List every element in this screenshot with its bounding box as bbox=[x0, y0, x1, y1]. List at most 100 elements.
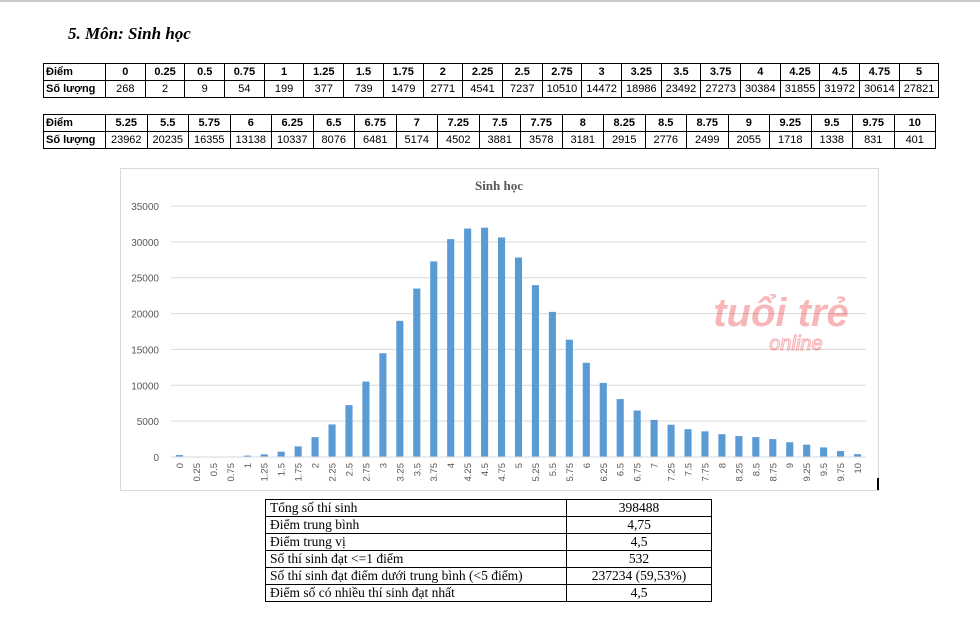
summary-row: Điểm trung bình 4,75 bbox=[265, 516, 712, 534]
bar bbox=[328, 424, 336, 457]
summary-table: Tổng số thí sinh 398488 Điểm trung bình 4,7… bbox=[265, 499, 712, 602]
summary-value: 398488 bbox=[566, 499, 712, 517]
y-tick-label: 10000 bbox=[131, 381, 159, 392]
score-row: Điểm 5.25 5.5 5.75 6 6.25 6.5 6.75 7 7.25 7.5 7.75… bbox=[43, 114, 936, 132]
score-cell: 4.25 bbox=[779, 63, 821, 81]
count-cell: 23492 bbox=[660, 80, 702, 98]
count-cell: 3881 bbox=[478, 131, 521, 149]
x-tick-label: 5.25 bbox=[531, 463, 542, 482]
count-cell: 18986 bbox=[620, 80, 662, 98]
bar bbox=[616, 399, 624, 457]
count-cell: 2915 bbox=[603, 131, 646, 149]
bar bbox=[413, 288, 421, 457]
count-cell: 3578 bbox=[520, 131, 563, 149]
y-tick-label: 0 bbox=[153, 453, 159, 464]
score-cell: 1.75 bbox=[382, 63, 424, 81]
bar bbox=[718, 434, 726, 457]
count-cell: 268 bbox=[105, 80, 146, 98]
score-cell: 0.5 bbox=[184, 63, 226, 81]
y-tick-label: 5000 bbox=[137, 417, 160, 428]
x-tick-label: 2 bbox=[311, 463, 322, 468]
bar bbox=[243, 455, 251, 457]
watermark-online: online bbox=[769, 333, 822, 355]
summary-value: 4,5 bbox=[566, 533, 712, 551]
bar bbox=[396, 320, 404, 457]
summary-value: 4,5 bbox=[566, 584, 712, 602]
summary-label: Số thí sinh đạt <=1 điểm bbox=[265, 550, 567, 568]
score-cell: 1.5 bbox=[343, 63, 384, 81]
bar bbox=[497, 237, 506, 457]
score-cell: 10 bbox=[893, 114, 936, 132]
x-tick-label: 7.5 bbox=[684, 463, 695, 476]
count-cell: 10337 bbox=[271, 131, 314, 149]
score-cell: 2.75 bbox=[541, 63, 583, 81]
bar bbox=[548, 311, 556, 457]
x-tick-label: 0.25 bbox=[192, 463, 203, 482]
x-tick-label: 6.25 bbox=[599, 463, 610, 482]
score-cell: 9 bbox=[727, 114, 770, 132]
summary-label: Điểm số có nhiều thí sinh đạt nhất bbox=[265, 584, 567, 602]
y-tick-label: 35000 bbox=[131, 202, 159, 213]
x-tick-label: 6.75 bbox=[633, 463, 644, 482]
count-cell: 199 bbox=[263, 80, 305, 98]
bar bbox=[430, 261, 438, 457]
score-cell: 8.75 bbox=[686, 114, 729, 132]
x-tick-label: 1.75 bbox=[294, 463, 305, 482]
x-tick-label: 3.75 bbox=[429, 463, 440, 482]
bar bbox=[599, 382, 607, 457]
count-cell: 2771 bbox=[422, 80, 464, 98]
bar bbox=[481, 227, 489, 457]
score-cell: 3 bbox=[581, 63, 622, 81]
bar bbox=[701, 431, 709, 457]
bar bbox=[633, 410, 641, 457]
bar bbox=[565, 339, 573, 457]
score-cell: 3.75 bbox=[700, 63, 741, 81]
row-label-score: Điểm bbox=[43, 63, 106, 81]
count-cell: 30614 bbox=[859, 80, 900, 98]
score-cell: 2.25 bbox=[462, 63, 503, 81]
x-tick-label: 10 bbox=[853, 463, 864, 474]
chart-title: Sinh học bbox=[475, 178, 523, 193]
score-cell: 5.5 bbox=[146, 114, 189, 132]
score-cell: 7 bbox=[395, 114, 438, 132]
x-tick-label: 0.5 bbox=[209, 463, 220, 476]
x-tick-label: 1 bbox=[243, 463, 254, 468]
count-cell: 2 bbox=[144, 80, 186, 98]
x-tick-label: 9.75 bbox=[836, 463, 847, 482]
score-cell: 6.75 bbox=[354, 114, 397, 132]
summary-row: Số thí sinh đạt <=1 điểm 532 bbox=[265, 550, 712, 568]
section-heading: 5. Môn: Sinh học bbox=[68, 24, 191, 43]
bar bbox=[464, 228, 472, 457]
count-cell: 23962 bbox=[105, 131, 148, 149]
summary-label: Điểm trung vị bbox=[265, 533, 567, 551]
x-tick-label: 4.5 bbox=[480, 463, 491, 476]
y-axis-ticks: 0 5000 10000 15000 20000 25000 30000 35000 bbox=[131, 202, 159, 464]
count-cell: 377 bbox=[303, 80, 345, 98]
count-cell: 7237 bbox=[501, 80, 543, 98]
x-tick-label: 2.75 bbox=[361, 463, 372, 482]
summary-label: Tổng số thí sinh bbox=[265, 499, 567, 517]
score-cell: 7.25 bbox=[437, 114, 480, 132]
y-tick-label: 15000 bbox=[131, 345, 159, 356]
score-cell: 9.25 bbox=[769, 114, 812, 132]
count-cell: 4502 bbox=[437, 131, 480, 149]
score-cell: 4.5 bbox=[819, 63, 861, 81]
count-cell: 54 bbox=[224, 80, 265, 98]
score-cell: 2 bbox=[422, 63, 464, 81]
count-cell: 16355 bbox=[188, 131, 231, 149]
x-tick-label: 9.25 bbox=[802, 463, 813, 482]
bar-chart: Sinh học 0 5000 10000 15000 20000 25000 30000 3… bbox=[131, 178, 866, 482]
score-cell: 9.75 bbox=[852, 114, 895, 132]
x-tick-label: 4.25 bbox=[463, 463, 474, 482]
x-tick-label: 3.25 bbox=[395, 463, 406, 482]
bar bbox=[531, 285, 540, 457]
x-tick-label: 4 bbox=[446, 463, 457, 468]
score-cell: 3.5 bbox=[660, 63, 702, 81]
count-cell: 2776 bbox=[644, 131, 687, 149]
count-cell: 13138 bbox=[229, 131, 272, 149]
bar bbox=[582, 362, 590, 457]
bar bbox=[786, 442, 794, 457]
score-cell: 2.5 bbox=[501, 63, 543, 81]
y-tick-label: 20000 bbox=[131, 310, 159, 321]
score-cell: 6.25 bbox=[271, 114, 314, 132]
